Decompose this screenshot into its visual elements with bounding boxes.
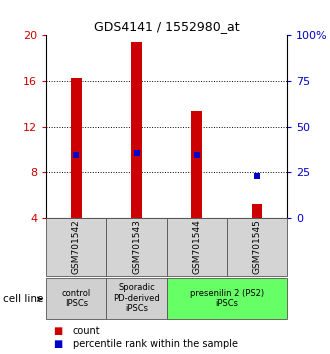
Bar [106,218,167,276]
Bar [167,218,227,276]
Bar [46,218,106,276]
Text: ■: ■ [53,339,62,349]
Text: ■: ■ [53,326,62,336]
Text: GSM701542: GSM701542 [72,219,81,274]
Bar [191,110,202,218]
Text: percentile rank within the sample: percentile rank within the sample [73,339,238,349]
Text: count: count [73,326,100,336]
Text: Sporadic
PD-derived
iPSCs: Sporadic PD-derived iPSCs [113,283,160,313]
Bar [251,204,262,218]
Bar [131,42,142,218]
Bar [167,278,287,319]
Text: cell line: cell line [3,294,44,304]
Bar [227,218,287,276]
Text: GSM701544: GSM701544 [192,219,201,274]
Text: presenilin 2 (PS2)
iPSCs: presenilin 2 (PS2) iPSCs [190,289,264,308]
Text: GSM701545: GSM701545 [252,219,261,274]
Text: GSM701543: GSM701543 [132,219,141,274]
Bar [71,78,82,218]
Title: GDS4141 / 1552980_at: GDS4141 / 1552980_at [94,20,240,33]
Bar [106,278,167,319]
Bar [46,278,106,319]
Text: control
IPSCs: control IPSCs [62,289,91,308]
